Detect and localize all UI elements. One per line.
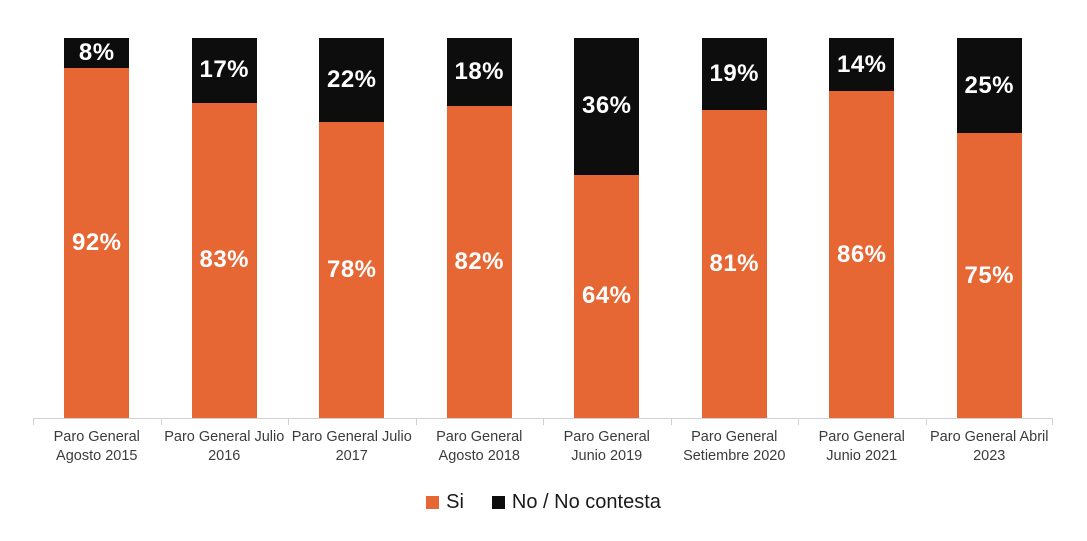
- bar-segment-si: 64%: [574, 174, 640, 418]
- axis-tick: [670, 419, 672, 425]
- axis-tick: [288, 419, 289, 425]
- bar-value-label: 36%: [581, 92, 632, 120]
- bar-value-label: 83%: [199, 246, 250, 274]
- axis-tick: [1052, 419, 1053, 425]
- legend-label-no: No / No contesta: [511, 491, 661, 513]
- category-label: Paro General Julio 2016: [164, 429, 285, 464]
- bar-segment-no: 19%: [701, 38, 767, 111]
- bar-column: 22% 78%: [288, 38, 416, 418]
- bar-segment-si: 81%: [701, 110, 767, 418]
- bar-value-label: 17%: [199, 56, 250, 84]
- legend-label-si: Si: [446, 491, 464, 513]
- si-color-swatch: [426, 496, 440, 509]
- plot-area: 8% 92% 17% 83% 22% 78% 18% 82% 36% 64% 19% 81% 14% 86…: [33, 38, 1053, 418]
- bar-segment-si: 86%: [829, 91, 895, 418]
- bar-segment-si: 83%: [191, 102, 257, 418]
- bar-value-label: 64%: [581, 282, 632, 310]
- category-label: Paro General Junio 2021: [818, 429, 905, 464]
- bar-column: 8% 92%: [33, 38, 161, 418]
- axis-tick: [925, 419, 927, 425]
- x-axis-labels: Paro General Agosto 2015 Paro General Juli…: [33, 428, 1053, 465]
- axis-tick: [33, 419, 34, 425]
- category-label: Paro General Setiembre 2020: [683, 429, 786, 464]
- bar-value-label: 25%: [964, 71, 1015, 99]
- stacked-bar: 14% 86%: [829, 38, 895, 418]
- bar-column: 19% 81%: [671, 38, 799, 418]
- category-label: Paro General Abril 2023: [930, 429, 1049, 464]
- category-label: Paro General Agosto 2018: [436, 429, 523, 464]
- bar-value-label: 78%: [326, 255, 377, 283]
- bar-value-label: 75%: [964, 261, 1015, 289]
- stacked-bar: 19% 81%: [701, 38, 767, 418]
- bar-column: 14% 86%: [798, 38, 926, 418]
- x-axis-line: [33, 418, 1053, 426]
- stacked-bar: 22% 78%: [319, 38, 385, 418]
- bar-value-label: 82%: [454, 248, 505, 276]
- bar-value-label: 19%: [709, 60, 760, 88]
- bar-column: 25% 75%: [926, 38, 1054, 418]
- stacked-bar: 36% 64%: [574, 38, 640, 418]
- axis-tick: [415, 419, 417, 425]
- bar-value-label: 86%: [836, 240, 887, 268]
- bar-value-label: 92%: [71, 229, 122, 257]
- bar-segment-no: 17%: [191, 38, 257, 103]
- bar-segment-si: 82%: [446, 106, 512, 418]
- bar-segment-no: 36%: [574, 38, 640, 175]
- stacked-bar: 17% 83%: [191, 38, 257, 418]
- category-label: Paro General Julio 2017: [291, 429, 412, 464]
- legend-item-si: Si: [426, 491, 464, 514]
- bar-value-label: 14%: [836, 50, 887, 78]
- bar-segment-no: 22%: [319, 38, 385, 122]
- bar-segment-si: 75%: [956, 133, 1022, 418]
- stacked-bar: 25% 75%: [956, 38, 1022, 418]
- bar-value-label: 22%: [326, 65, 377, 93]
- category-label: Paro General Junio 2019: [563, 429, 650, 464]
- axis-tick: [543, 419, 544, 425]
- bar-column: 36% 64%: [543, 38, 671, 418]
- bar-segment-no: 18%: [446, 38, 512, 107]
- bar-segment-si: 78%: [319, 121, 385, 418]
- bar-value-label: 81%: [709, 250, 760, 278]
- axis-tick: [798, 419, 799, 425]
- bar-column: 18% 82%: [416, 38, 544, 418]
- stacked-bar: 8% 92%: [64, 38, 130, 418]
- category-label: Paro General Agosto 2015: [53, 429, 140, 464]
- bar-column: 17% 83%: [161, 38, 289, 418]
- bar-value-label: 18%: [454, 58, 505, 86]
- bar-segment-no: 14%: [829, 38, 895, 92]
- no-color-swatch: [491, 496, 505, 509]
- bar-value-label: 8%: [78, 39, 115, 67]
- bar-segment-no: 8%: [64, 38, 130, 69]
- legend: Si No / No contesta: [0, 491, 1087, 514]
- bar-segment-no: 25%: [956, 38, 1022, 133]
- legend-item-no: No / No contesta: [491, 491, 661, 514]
- stacked-bar: 18% 82%: [446, 38, 512, 418]
- bar-segment-si: 92%: [64, 68, 130, 418]
- axis-tick: [160, 419, 162, 425]
